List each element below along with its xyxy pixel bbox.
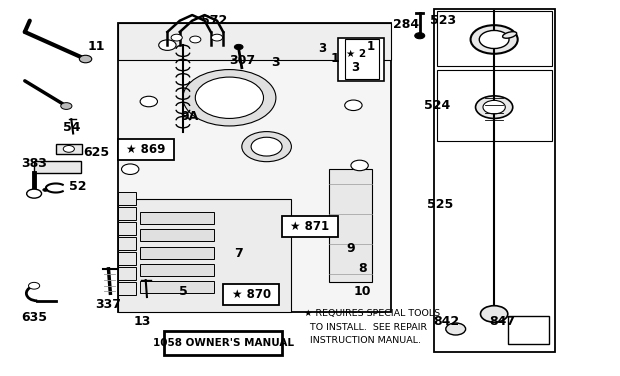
Text: ★ 869: ★ 869: [126, 143, 166, 156]
Bar: [118, 282, 136, 295]
Text: ★ 870: ★ 870: [231, 288, 271, 301]
Text: 523: 523: [430, 14, 456, 27]
Text: ★ 2: ★ 2: [345, 49, 366, 59]
Text: 842: 842: [433, 315, 459, 328]
Text: 383: 383: [21, 157, 47, 170]
Circle shape: [234, 44, 243, 50]
Bar: [282, 216, 338, 237]
Bar: [140, 247, 214, 259]
Bar: [118, 237, 136, 250]
Bar: [140, 229, 214, 241]
Circle shape: [211, 34, 223, 41]
Bar: [118, 23, 391, 60]
Text: ★ 871: ★ 871: [290, 220, 330, 233]
Circle shape: [171, 34, 182, 41]
Bar: [223, 284, 279, 305]
Text: 9: 9: [346, 242, 355, 255]
Circle shape: [479, 30, 509, 49]
Text: ★ REQUIRES SPECIAL TOOLS
  TO INSTALL.  SEE REPAIR
  INSTRUCTION MANUAL.: ★ REQUIRES SPECIAL TOOLS TO INSTALL. SEE…: [304, 309, 440, 345]
Bar: [118, 252, 136, 265]
Circle shape: [251, 137, 282, 156]
Circle shape: [29, 282, 40, 289]
Bar: [508, 316, 549, 344]
Bar: [118, 222, 136, 235]
Text: 284: 284: [393, 18, 419, 31]
Bar: [437, 11, 552, 66]
Circle shape: [61, 103, 72, 109]
Bar: [118, 199, 291, 312]
Text: 8: 8: [358, 262, 367, 275]
Circle shape: [63, 146, 74, 152]
Circle shape: [190, 36, 201, 43]
Circle shape: [446, 323, 466, 335]
Circle shape: [27, 189, 42, 198]
Text: 1: 1: [366, 41, 375, 53]
Text: 9A: 9A: [180, 110, 198, 123]
Text: 3: 3: [318, 42, 327, 55]
Text: 3: 3: [352, 61, 360, 74]
Text: 625: 625: [83, 146, 109, 159]
Circle shape: [471, 25, 518, 54]
Circle shape: [339, 40, 356, 50]
Text: 307: 307: [229, 54, 255, 67]
Bar: [140, 212, 214, 224]
Text: 13: 13: [134, 315, 151, 328]
Circle shape: [183, 70, 276, 126]
Bar: [140, 281, 214, 293]
Text: 10: 10: [354, 285, 371, 298]
Text: 52: 52: [69, 180, 86, 193]
Bar: [118, 207, 136, 220]
Text: 5: 5: [179, 285, 187, 298]
Circle shape: [242, 132, 291, 162]
Bar: [118, 23, 391, 312]
Circle shape: [159, 40, 176, 50]
Text: 524: 524: [424, 99, 450, 112]
Text: 572: 572: [201, 14, 227, 27]
Bar: [34, 161, 81, 173]
Text: eReplacementParts.com: eReplacementParts.com: [120, 192, 290, 206]
Text: 7: 7: [234, 247, 243, 260]
Circle shape: [345, 100, 362, 111]
Circle shape: [415, 33, 425, 39]
Text: 635: 635: [21, 311, 47, 324]
Ellipse shape: [503, 32, 516, 38]
Text: 847: 847: [489, 315, 515, 328]
Circle shape: [122, 164, 139, 174]
Bar: [56, 144, 82, 154]
Bar: [434, 9, 555, 352]
Text: 3: 3: [272, 56, 280, 68]
Bar: [118, 192, 136, 205]
Text: 1: 1: [330, 52, 339, 65]
Circle shape: [195, 77, 264, 118]
Bar: [345, 39, 379, 79]
Circle shape: [476, 96, 513, 118]
Bar: [118, 139, 174, 160]
Text: 525: 525: [427, 199, 453, 211]
Circle shape: [140, 96, 157, 107]
Circle shape: [79, 55, 92, 63]
Text: 11: 11: [87, 41, 105, 53]
Text: 337: 337: [95, 298, 122, 311]
Bar: [329, 169, 372, 282]
Bar: [164, 331, 282, 355]
Bar: [118, 267, 136, 280]
Circle shape: [351, 160, 368, 171]
Text: 1058 OWNER'S MANUAL: 1058 OWNER'S MANUAL: [153, 338, 294, 348]
Bar: [338, 38, 384, 81]
Circle shape: [480, 306, 508, 322]
Text: 54: 54: [63, 121, 80, 134]
Bar: [140, 264, 214, 276]
Bar: [437, 70, 552, 141]
Circle shape: [43, 188, 48, 191]
Circle shape: [483, 100, 505, 114]
